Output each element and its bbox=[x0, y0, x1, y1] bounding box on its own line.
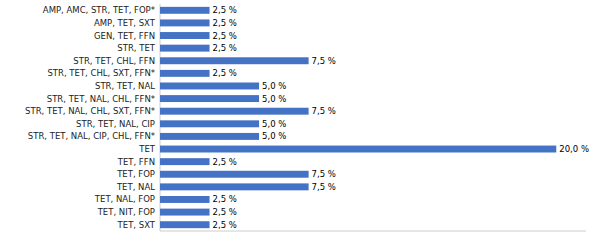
bar bbox=[160, 171, 309, 178]
y-tick-label: TET, NAL bbox=[116, 182, 155, 192]
bar bbox=[160, 133, 259, 140]
y-tick-label: AMP, AMC, STR, TET, FOP* bbox=[43, 5, 155, 15]
y-tick-label: STR, TET, NAL, CHL, FFN* bbox=[47, 94, 155, 104]
data-label: 7,5 % bbox=[312, 56, 336, 66]
bar bbox=[160, 70, 210, 77]
bar bbox=[160, 196, 210, 203]
y-tick-label: STR, TET, NAL bbox=[95, 81, 155, 91]
y-tick-label: STR, TET, CHL, FFN bbox=[73, 56, 155, 66]
y-tick-label: TET, FFN bbox=[117, 157, 155, 167]
data-label: 2,5 % bbox=[213, 207, 237, 217]
bar bbox=[160, 158, 210, 165]
bar bbox=[160, 146, 556, 153]
y-tick-label: STR, TET, NAL, CIP, CHL, FFN* bbox=[28, 131, 155, 141]
bar bbox=[160, 209, 210, 216]
y-tick-label: TET, NIT, FOP bbox=[97, 207, 155, 217]
data-label: 2,5 % bbox=[213, 18, 237, 28]
bar bbox=[160, 83, 259, 90]
bar bbox=[160, 108, 309, 115]
y-tick-label: TET bbox=[138, 144, 156, 154]
y-tick-label: AMP, TET, SXT bbox=[94, 18, 156, 28]
data-label: 5,0 % bbox=[262, 119, 286, 129]
data-label: 7,5 % bbox=[312, 182, 336, 192]
chart-svg: TET, SXT 2,5 % TET, NIT, FOP 2,5 % TET, NAL,… bbox=[0, 0, 610, 239]
y-tick-label: GEN, TET, FFN bbox=[94, 31, 155, 41]
data-label: 7,5 % bbox=[312, 106, 336, 116]
bar bbox=[160, 57, 309, 64]
data-label: 2,5 % bbox=[213, 220, 237, 230]
data-label: 5,0 % bbox=[262, 94, 286, 104]
y-tick-label: STR, TET, NAL, CHL, SXT, FFN* bbox=[25, 106, 155, 116]
bar bbox=[160, 221, 210, 228]
bar bbox=[160, 19, 210, 26]
data-label: 2,5 % bbox=[213, 194, 237, 204]
bar bbox=[160, 45, 210, 52]
data-label: 5,0 % bbox=[262, 81, 286, 91]
bar bbox=[160, 120, 259, 127]
data-label: 2,5 % bbox=[213, 157, 237, 167]
y-tick-label: TET, NAL, FOP bbox=[94, 194, 155, 204]
data-label: 2,5 % bbox=[213, 31, 237, 41]
y-tick-label: STR, TET, CHL, SXT, FFN* bbox=[47, 68, 155, 78]
y-tick-label: STR, TET, NAL, CIP bbox=[76, 119, 155, 129]
y-tick-label: TET, SXT bbox=[117, 220, 156, 230]
data-label: 2,5 % bbox=[213, 43, 237, 53]
bar bbox=[160, 95, 259, 102]
data-label: 2,5 % bbox=[213, 68, 237, 78]
bar bbox=[160, 7, 210, 14]
chart-container: TET, SXT 2,5 % TET, NIT, FOP 2,5 % TET, NAL,… bbox=[0, 0, 610, 239]
data-label: 5,0 % bbox=[262, 131, 286, 141]
data-label: 7,5 % bbox=[312, 169, 336, 179]
bar bbox=[160, 32, 210, 39]
bars bbox=[160, 7, 556, 228]
x-axis-line bbox=[160, 231, 586, 232]
y-tick-label: TET, FOP bbox=[116, 169, 155, 179]
bar bbox=[160, 183, 309, 190]
y-tick-label: STR, TET bbox=[117, 43, 155, 53]
data-label: 2,5 % bbox=[213, 5, 237, 15]
data-label: 20,0 % bbox=[559, 144, 589, 154]
